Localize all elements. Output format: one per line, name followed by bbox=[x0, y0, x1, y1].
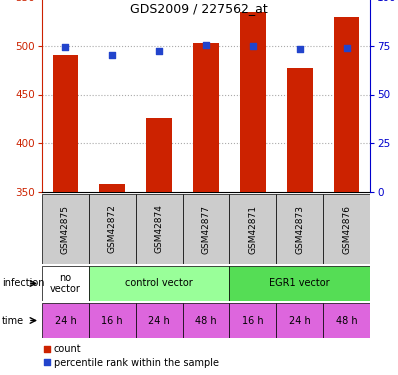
Bar bbox=[229, 266, 370, 301]
Bar bbox=[334, 16, 359, 192]
Text: 24 h: 24 h bbox=[148, 315, 170, 326]
Text: GSM42876: GSM42876 bbox=[342, 204, 351, 254]
Bar bbox=[229, 303, 276, 338]
Bar bbox=[42, 266, 89, 301]
Text: 48 h: 48 h bbox=[336, 315, 357, 326]
Text: EGR1 vector: EGR1 vector bbox=[269, 279, 330, 288]
Point bbox=[203, 42, 209, 48]
Text: GSM42873: GSM42873 bbox=[295, 204, 304, 254]
Text: infection: infection bbox=[2, 279, 45, 288]
Point bbox=[297, 46, 303, 52]
Text: 48 h: 48 h bbox=[195, 315, 217, 326]
Point bbox=[109, 51, 115, 57]
Point bbox=[343, 45, 350, 51]
Bar bbox=[276, 303, 323, 338]
Point bbox=[250, 43, 256, 49]
Point bbox=[44, 359, 50, 365]
Bar bbox=[276, 194, 323, 264]
Bar bbox=[193, 43, 219, 192]
Text: 16 h: 16 h bbox=[101, 315, 123, 326]
Text: GSM42875: GSM42875 bbox=[61, 204, 70, 254]
Text: GSM42874: GSM42874 bbox=[155, 205, 164, 254]
Text: 24 h: 24 h bbox=[55, 315, 76, 326]
Bar bbox=[229, 194, 276, 264]
Text: percentile rank within the sample: percentile rank within the sample bbox=[54, 357, 219, 368]
Bar bbox=[42, 194, 89, 264]
Bar bbox=[240, 12, 266, 192]
Bar bbox=[53, 54, 78, 192]
Bar bbox=[89, 194, 136, 264]
Text: GSM42872: GSM42872 bbox=[108, 205, 117, 254]
Text: control vector: control vector bbox=[125, 279, 193, 288]
Bar bbox=[136, 303, 183, 338]
Bar bbox=[146, 118, 172, 192]
Point bbox=[44, 345, 50, 351]
Bar bbox=[183, 303, 229, 338]
Text: 24 h: 24 h bbox=[289, 315, 310, 326]
Bar bbox=[287, 68, 312, 192]
Text: time: time bbox=[2, 315, 24, 326]
Bar bbox=[323, 194, 370, 264]
Bar bbox=[42, 303, 89, 338]
Text: GSM42871: GSM42871 bbox=[248, 204, 258, 254]
Text: GDS2009 / 227562_at: GDS2009 / 227562_at bbox=[130, 2, 268, 15]
Bar bbox=[89, 303, 136, 338]
Bar bbox=[183, 194, 229, 264]
Bar bbox=[323, 303, 370, 338]
Point bbox=[62, 44, 68, 50]
Text: count: count bbox=[54, 344, 82, 354]
Bar bbox=[100, 184, 125, 192]
Text: GSM42877: GSM42877 bbox=[201, 204, 211, 254]
Text: no
vector: no vector bbox=[50, 273, 81, 294]
Bar bbox=[89, 266, 229, 301]
Bar bbox=[136, 194, 183, 264]
Point bbox=[156, 48, 162, 54]
Text: 16 h: 16 h bbox=[242, 315, 263, 326]
